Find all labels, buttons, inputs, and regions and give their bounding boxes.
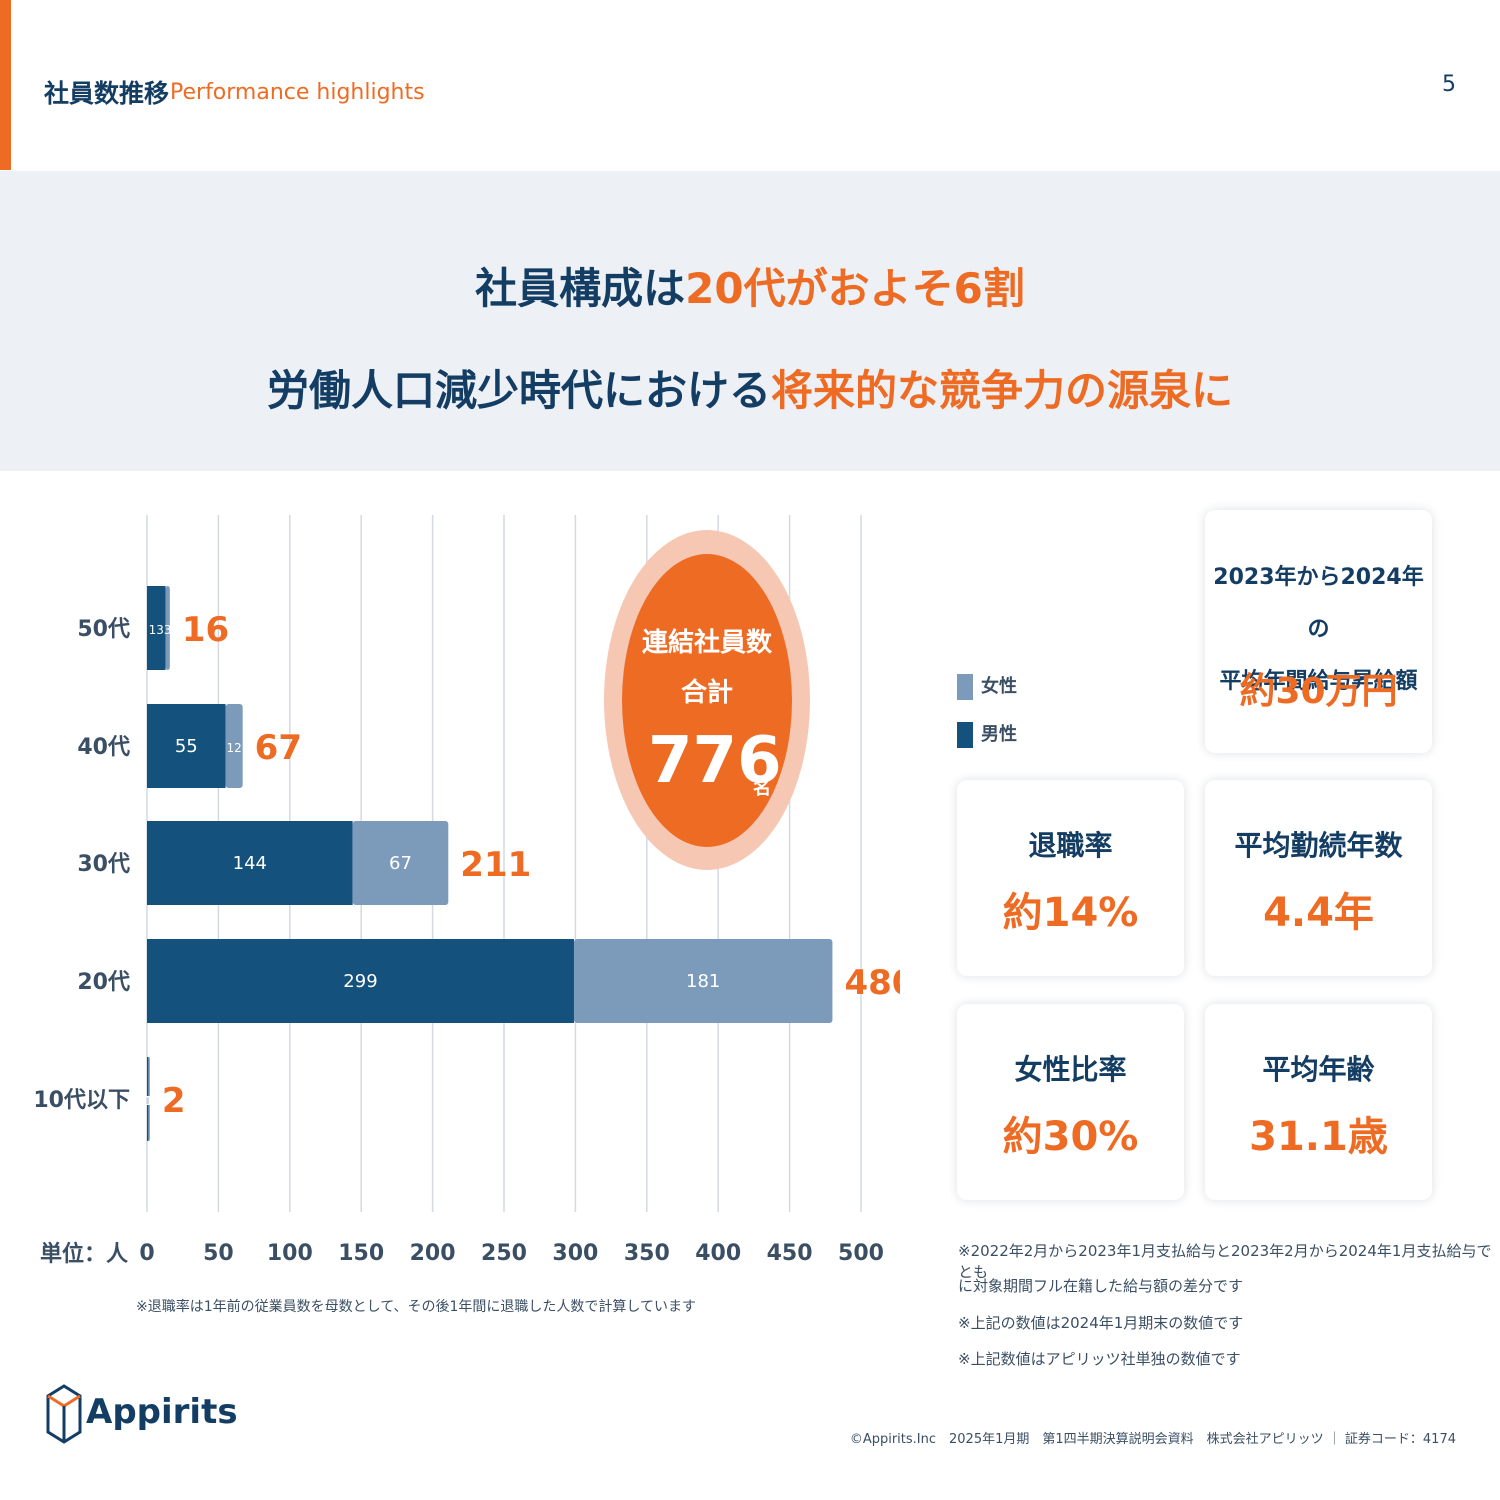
salary-card-value: 約30万円 [1239,671,1398,712]
value-label-female: 181 [686,971,720,992]
retirement-card-value: 約14% [1002,890,1139,936]
x-axis-label: 単位：人 [40,1242,129,1267]
tenure-card-value: 4.4年 [1263,890,1374,936]
legend-female-label: 女性 [981,676,1017,697]
brand-name: Appirits [86,1392,238,1432]
legend-male-label: 男性 [981,724,1017,745]
x-tick-label: 500 [838,1241,884,1266]
legend-male: 男性 [957,720,1017,748]
x-tick-label: 200 [410,1241,456,1266]
category-label: 30代 [77,852,130,877]
value-label-male: 299 [343,971,377,992]
salary-title-line-2: 平均年間給与昇給額 [1219,669,1418,694]
value-label-male: 1 [144,1094,152,1108]
value-label-female: 1 [145,1094,153,1108]
average-age-card-value: 31.1歳 [1249,1114,1388,1160]
x-tick-label: 0 [139,1241,154,1266]
bar-male [147,704,226,788]
headline-2-text: 労働人口減少時代における [266,366,771,415]
x-tick-label: 350 [624,1241,670,1266]
footer: ©Appirits.Inc 2025年1月期 第1四半期決算説明会資料 株式会社… [849,1432,1456,1447]
headline-1-highlight: 20代がおよそ6割 [685,264,1025,313]
category-label: 20代 [77,970,130,995]
accent-bar [0,0,11,170]
category-label: 10代以下 [33,1088,130,1113]
x-tick-label: 300 [552,1241,598,1266]
female-ratio-card: 女性比率 約30% [957,1004,1184,1200]
page-number: 5 [1442,72,1456,97]
headline-2-highlight: 将来的な競争力の源泉に [771,366,1234,415]
total-label: 16 [182,610,229,650]
female-ratio-card-title: 女性比率 [1014,1053,1127,1086]
retirement-card: 退職率 約14% [957,780,1184,976]
headline-1-text: 社員構成は [475,264,686,313]
section-title: 社員数推移 [44,79,170,108]
total-label: 211 [460,845,531,885]
total-unit: 名 [753,778,771,799]
x-tick-label: 150 [338,1241,384,1266]
value-label-male: 55 [175,736,198,757]
bar-female [352,821,449,905]
total-value: 776 [648,724,782,798]
value-label-male: 144 [233,853,267,874]
bar-male [147,1057,149,1141]
total-label-2: 合計 [680,678,733,708]
total-label: 67 [255,728,302,768]
bar-male [147,939,574,1023]
x-tick-label: 50 [203,1241,234,1266]
bar-female [148,1057,150,1141]
x-tick-label: 400 [695,1241,741,1266]
bar-female [573,939,833,1023]
age-bar-chart: 0 50 100 150 200 250 300 350 400 450 500 50代 13 3 16 40… [33,515,900,1266]
legend-female-swatch [957,674,973,700]
value-label-female: 67 [389,853,412,874]
retirement-card-title: 退職率 [1028,829,1113,862]
salary-note-1: ※2022年2月から2023年1月支払給与と2023年2月から2024年1月支払… [958,1242,1492,1281]
salary-card-title: 2023年から2024年の平均年間給与昇給額 [1205,552,1432,708]
headline-banner [0,171,1500,471]
salary-note-2: に対象期間フル在籍した給与額の差分です [958,1277,1244,1295]
bar-male [147,586,166,670]
average-age-card-title: 平均年齢 [1262,1053,1375,1086]
total-label: 480 [844,963,900,1003]
bar-female [225,704,243,788]
salary-title-line-1: 2023年から2024年の [1213,565,1424,642]
tenure-card: 平均勤続年数 4.4年 [1205,780,1432,976]
period-note: ※上記の数値は2024年1月期末の数値です [958,1314,1244,1332]
legend-male-swatch [957,722,973,748]
legend-female: 女性 [957,672,1017,700]
total-label-1: 連結社員数 [641,628,772,658]
appirits-logo-icon [46,1384,82,1444]
bar-female [165,586,170,670]
tenure-card-title: 平均勤続年数 [1234,829,1403,862]
total-label: 2 [162,1081,186,1121]
x-tick-label: 450 [767,1241,813,1266]
value-label-female: 3 [164,623,172,637]
value-label-male: 13 [149,623,164,637]
average-age-card: 平均年齢 31.1歳 [1205,1004,1432,1200]
section-subtitle: Performance highlights [170,80,425,105]
x-tick-label: 250 [481,1241,527,1266]
value-label-female: 12 [226,741,241,755]
category-label: 40代 [77,735,130,760]
bar-male [147,821,353,905]
headline-line-2: 労働人口減少時代における将来的な競争力の源泉に [0,357,1500,418]
x-tick-label: 100 [267,1241,313,1266]
retirement-note: ※退職率は1年前の従業員数を母数として、その後1年間に退職した人数で計算していま… [136,1299,697,1315]
scope-note: ※上記数値はアピリッツ社単独の数値です [958,1350,1241,1368]
total-badge [622,554,792,847]
category-label: 50代 [77,617,130,642]
salary-card: 2023年から2024年の平均年間給与昇給額 約30万円 [1205,510,1432,753]
female-ratio-card-value: 約30% [1002,1114,1139,1160]
headline-line-1: 社員構成は20代がおよそ6割 [0,255,1500,316]
